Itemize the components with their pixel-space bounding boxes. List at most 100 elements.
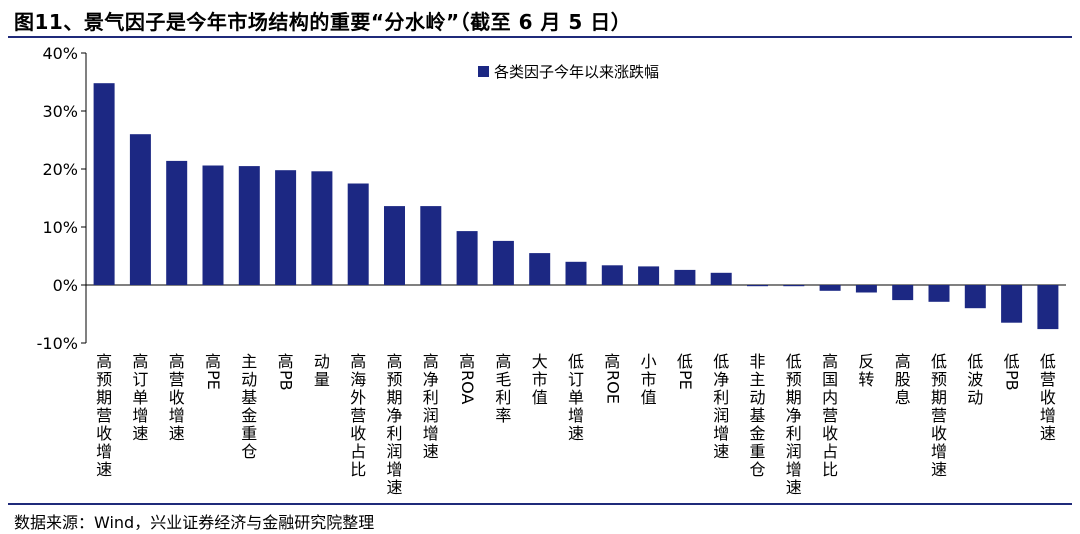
svg-text:利: 利 [423,388,439,407]
svg-text:量: 量 [314,370,330,389]
bar [783,285,805,287]
svg-text:息: 息 [895,388,911,407]
svg-text:增: 增 [1040,406,1056,425]
bar-series [93,83,1059,330]
y-tick-label: 10% [42,218,78,237]
svg-text:值: 值 [641,388,657,407]
svg-text:期: 期 [96,388,112,407]
y-tick-label: -10% [37,334,78,353]
svg-text:订: 订 [568,370,584,389]
svg-text:主: 主 [241,352,257,371]
svg-text:速: 速 [713,442,729,461]
svg-text:收: 收 [96,424,112,443]
category-label: 低波动 [967,352,983,407]
category-label: 低PB [1003,352,1022,391]
svg-text:速: 速 [568,424,584,443]
svg-text:高: 高 [350,352,366,371]
bar [420,206,442,285]
svg-text:基: 基 [749,406,765,425]
bar [347,183,369,285]
svg-text:动: 动 [241,370,257,389]
svg-text:动: 动 [314,352,330,371]
svg-text:增: 增 [96,442,112,461]
svg-text:转: 转 [858,370,874,389]
svg-text:营: 营 [169,370,185,389]
source-divider [8,503,1072,505]
svg-text:预: 预 [96,370,112,389]
svg-text:波: 波 [967,370,983,389]
bar [93,83,115,285]
bar [384,206,405,285]
bar [601,265,623,285]
svg-text:低: 低 [931,352,947,371]
bar [492,240,514,285]
svg-text:营: 营 [350,406,366,425]
y-tick-label: 0% [53,276,78,295]
svg-text:速: 速 [423,442,439,461]
legend-label: 各类因子今年以来涨跌幅 [494,63,659,81]
svg-text:大: 大 [532,352,548,371]
category-label: 高PE [204,352,223,390]
svg-text:利: 利 [786,424,802,443]
category-label: 低PE [676,352,695,390]
figure-source: 数据来源：Wind，兴业证券经济与金融研究院整理 [14,513,375,532]
svg-text:PE: PE [204,370,223,390]
svg-text:小: 小 [641,352,657,371]
bar [238,166,260,285]
y-tick-label: 30% [42,102,78,121]
svg-text:仓: 仓 [749,460,765,479]
svg-text:高: 高 [495,352,511,371]
svg-text:增: 增 [386,460,402,479]
bar [565,261,587,285]
svg-text:增: 增 [568,406,584,425]
svg-text:海: 海 [350,370,366,389]
svg-text:比: 比 [350,460,366,479]
legend-swatch [478,66,489,77]
svg-text:低: 低 [713,352,729,371]
svg-text:营: 营 [96,406,112,425]
svg-text:速: 速 [386,478,402,497]
svg-text:速: 速 [786,478,802,497]
svg-text:润: 润 [423,406,439,425]
svg-text:反: 反 [858,352,874,371]
svg-text:率: 率 [495,406,511,425]
svg-text:单: 单 [568,388,584,407]
svg-text:股: 股 [895,370,911,389]
svg-text:增: 增 [132,406,148,425]
svg-text:高: 高 [459,352,475,371]
svg-text:比: 比 [822,460,838,479]
category-label: 动量 [314,352,330,389]
svg-text:增: 增 [169,406,185,425]
svg-text:低: 低 [677,352,693,371]
bar [747,285,768,287]
bar [529,253,551,285]
category-label: 高股息 [895,352,911,407]
svg-text:预: 预 [786,370,802,389]
svg-text:利: 利 [495,388,511,407]
svg-text:净: 净 [423,370,439,389]
svg-text:收: 收 [169,388,185,407]
svg-text:高: 高 [169,352,185,371]
svg-text:利: 利 [386,424,402,443]
svg-text:重: 重 [749,442,765,461]
bar [964,285,986,309]
svg-text:PE: PE [676,370,695,390]
svg-text:增: 增 [786,460,802,479]
category-labels: 高预期营收增速高订单增速高营收增速高PE主动基金重仓高PB动量高海外营收占比高预… [96,352,1056,497]
svg-text:预: 预 [386,370,402,389]
bar [892,285,914,301]
svg-text:仓: 仓 [241,442,257,461]
svg-text:高: 高 [96,352,112,371]
svg-text:收: 收 [1040,388,1056,407]
chart-axes: -10% 0% 10% 20% 30% 40% [37,44,1066,353]
svg-text:速: 速 [1040,424,1056,443]
bar [166,160,188,285]
